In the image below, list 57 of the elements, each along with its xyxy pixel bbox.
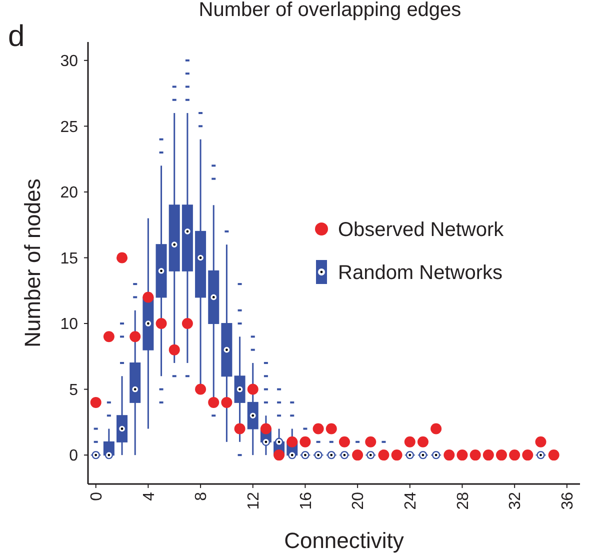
point — [312, 423, 324, 434]
point — [274, 450, 285, 461]
x-tick-label: 32 — [507, 492, 524, 510]
x-tick-label: 28 — [454, 492, 472, 510]
x-tick-label: 8 — [193, 492, 210, 501]
x-tick-label: 24 — [402, 492, 420, 510]
point — [221, 396, 232, 408]
legend-label: Random Networks — [338, 262, 503, 284]
x-tick-label: 0 — [88, 492, 106, 501]
x-tick-label: 20 — [350, 492, 368, 510]
point — [116, 252, 128, 264]
point — [156, 318, 167, 330]
x-tick-label: 4 — [140, 492, 158, 501]
y-tick-label: 15 — [60, 250, 78, 268]
point — [404, 436, 416, 448]
point — [365, 436, 376, 448]
point — [496, 450, 507, 461]
y-tick-label: 25 — [60, 118, 78, 136]
x-tick-label: 16 — [298, 492, 315, 510]
x-tick-label: 36 — [560, 492, 577, 510]
y-tick-label: 30 — [60, 53, 78, 70]
point — [470, 450, 481, 461]
point — [391, 450, 402, 461]
x-axis-title: Connectivity — [284, 528, 404, 553]
point — [456, 450, 468, 461]
point — [338, 436, 350, 448]
point — [142, 292, 154, 303]
point — [168, 344, 180, 356]
y-tick-label: 20 — [60, 184, 78, 202]
point — [326, 423, 337, 434]
point — [430, 423, 442, 434]
point — [535, 436, 546, 448]
point — [182, 318, 193, 330]
point — [482, 450, 494, 461]
point — [195, 384, 206, 395]
legend-label: Observed Network — [338, 219, 505, 241]
point — [522, 450, 534, 461]
point — [130, 331, 141, 342]
point — [260, 423, 272, 434]
y-tick-label: 0 — [69, 448, 78, 465]
point — [286, 436, 298, 448]
y-axis-title: Number of nodes — [20, 178, 45, 348]
point — [509, 450, 520, 461]
y-tick-label: 5 — [69, 382, 78, 399]
point — [247, 384, 258, 395]
point — [234, 423, 246, 434]
chart-title: Number of overlapping edges — [198, 0, 462, 21]
point — [208, 396, 220, 408]
y-tick-label: 10 — [60, 316, 78, 334]
x-tick-label: 12 — [245, 492, 262, 510]
point — [300, 436, 311, 448]
point — [90, 396, 102, 408]
point — [444, 450, 455, 461]
text: d — [8, 20, 25, 53]
point — [417, 436, 428, 448]
point — [548, 450, 560, 461]
point — [103, 331, 114, 342]
